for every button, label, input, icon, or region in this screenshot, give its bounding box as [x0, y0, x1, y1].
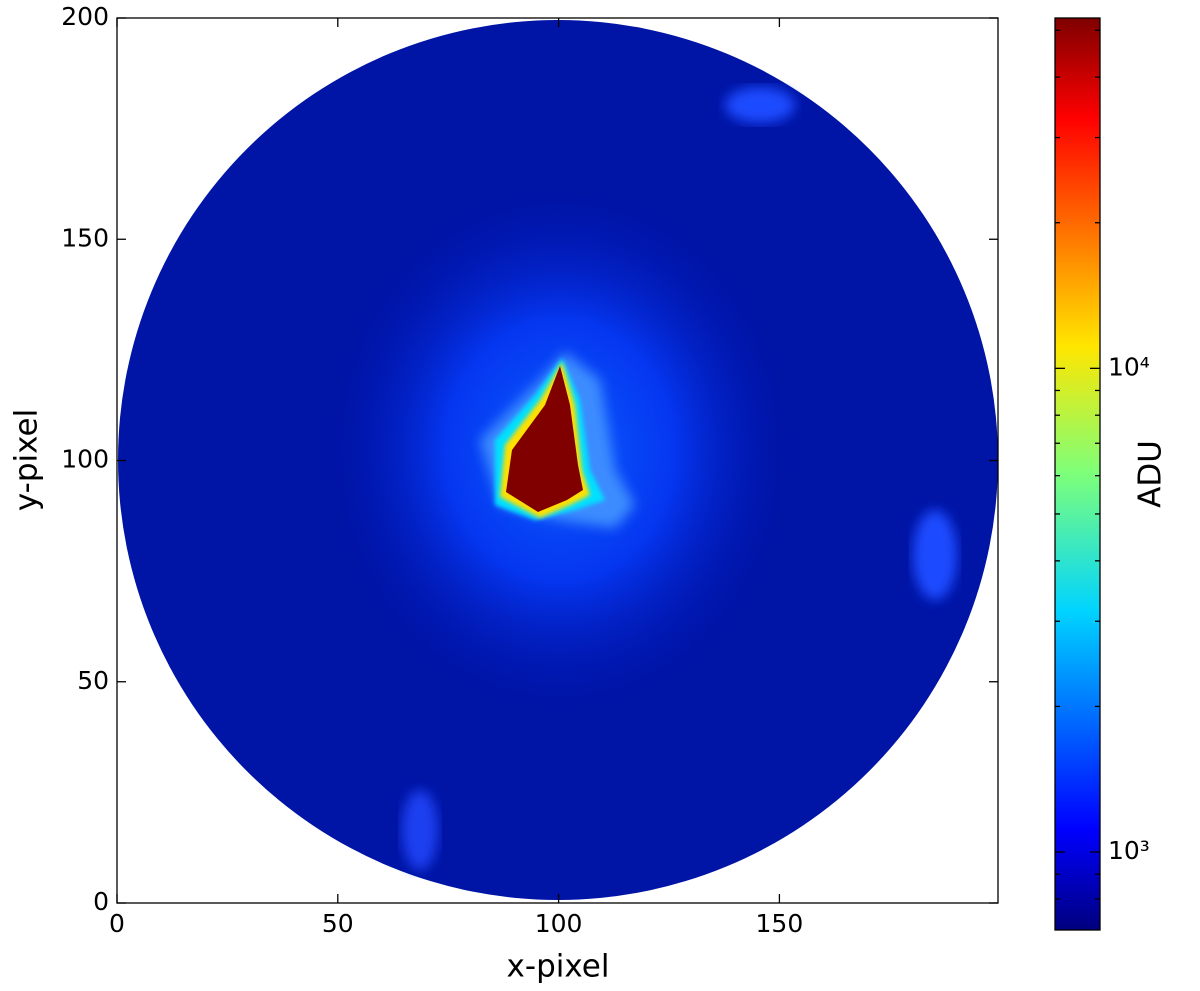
- y-tick-label: 50: [77, 666, 109, 695]
- colorbar: [1054, 17, 1101, 931]
- x-tick-label: 0: [109, 909, 125, 938]
- hot-spot: [913, 510, 957, 600]
- colorbar-tick-label: 10⁴: [1108, 352, 1150, 381]
- y-tick-label: 150: [61, 223, 109, 252]
- source-core: [506, 366, 583, 512]
- x-tick-label: 50: [322, 909, 354, 938]
- colorbar-tick-label: 10³: [1108, 836, 1150, 865]
- x-axis-label: x-pixel: [507, 949, 610, 985]
- colorbar-label: ADU: [1133, 440, 1169, 508]
- x-tick-label: 150: [756, 909, 804, 938]
- hot-spot: [725, 87, 795, 123]
- y-tick-label: 100: [61, 445, 109, 474]
- y-tick-label: 0: [93, 887, 109, 916]
- heatmap-image: [118, 20, 998, 900]
- y-axis-label: y-pixel: [9, 409, 45, 511]
- y-tick-label: 200: [61, 2, 109, 31]
- x-tick-label: 100: [535, 909, 583, 938]
- hot-spot: [402, 790, 438, 870]
